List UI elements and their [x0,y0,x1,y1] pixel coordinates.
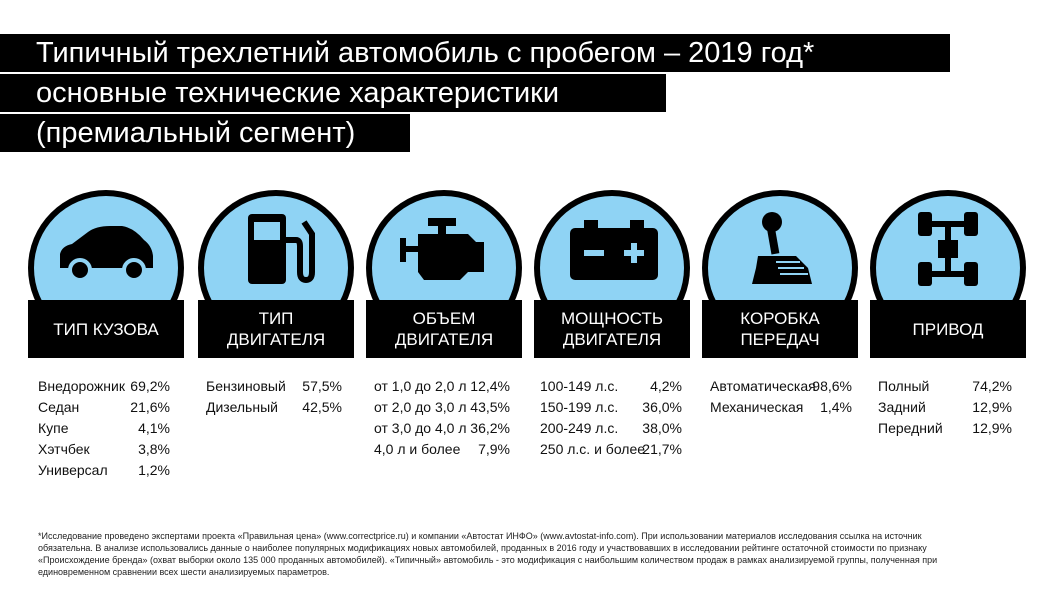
table-row: Купе 4,1% [38,418,170,439]
table-row: Автоматическая 98,6% [710,376,852,397]
row-value: 36,0% [642,399,682,415]
row-name: Бензиновый [206,378,286,394]
row-value: 36,2% [470,420,510,436]
row-name: Внедорожник [38,378,125,394]
row-name: Задний [878,399,926,415]
table-row: 250 л.с. и более 21,7% [540,439,682,460]
drivetrain-icon [918,212,978,286]
card-engine-type: ТИП ДВИГАТЕЛЯ [198,190,354,368]
table-row: Универсал 1,2% [38,460,170,481]
row-value: 1,2% [138,462,170,478]
gear-shift-icon [752,212,812,284]
title-line-2: основные технические характеристики [0,74,666,112]
row-value: 42,5% [302,399,342,415]
card-engine-volume: ОБЪЕМ ДВИГАТЕЛЯ [366,190,522,368]
battery-icon [570,220,658,280]
table-row: Дизельный 42,5% [206,397,342,418]
rows-body-type: Внедорожник 69,2% Седан 21,6% Купе 4,1% Хэт… [38,376,170,481]
row-name: Дизельный [206,399,278,415]
row-value: 12,4% [470,378,510,394]
footnote: *Исследование проведено экспертами проек… [38,531,938,577]
row-value: 7,9% [478,441,510,457]
row-value: 12,9% [972,399,1012,415]
fuel-pump-icon [248,214,315,284]
row-name: 150-199 л.с. [540,399,619,415]
row-value: 69,2% [130,378,170,394]
table-row: Полный 74,2% [878,376,1012,397]
card-gearbox: КОРОБКА ПЕРЕДАЧ [702,190,858,368]
card-engine-power: МОЩНОСТЬ ДВИГАТЕЛЯ [534,190,690,368]
table-row: Передний 12,9% [878,418,1012,439]
row-value: 38,0% [642,420,682,436]
table-row: Задний 12,9% [878,397,1012,418]
row-name: 100-149 л.с. [540,378,619,394]
category-label: ПРИВОД [870,300,1026,358]
row-value: 21,6% [130,399,170,415]
row-name: Универсал [38,462,108,478]
table-row: 200-249 л.с. 38,0% [540,418,682,439]
row-name: Передний [878,420,943,436]
row-name: Купе [38,420,69,436]
table-row: Механическая 1,4% [710,397,852,418]
table-row: 100-149 л.с. 4,2% [540,376,682,397]
table-row: от 3,0 до 4,0 л 36,2% [374,418,510,439]
row-value: 98,6% [812,378,852,394]
row-name: 250 л.с. и более [540,441,646,457]
row-name: Полный [878,378,930,394]
row-value: 3,8% [138,441,170,457]
rows-gearbox: Автоматическая 98,6% Механическая 1,4% [710,376,852,418]
car-icon [60,226,153,282]
row-value: 12,9% [972,420,1012,436]
row-name: от 1,0 до 2,0 л [374,378,467,394]
rows-drivetrain: Полный 74,2% Задний 12,9% Передний 12,9% [878,376,1012,439]
title-line-1: Типичный трехлетний автомобиль с пробего… [0,34,950,72]
row-value: 43,5% [470,399,510,415]
row-name: Механическая [710,399,804,415]
engine-icon [400,218,484,280]
card-body-type: ТИП КУЗОВА [28,190,184,368]
row-value: 4,1% [138,420,170,436]
rows-engine-type: Бензиновый 57,5% Дизельный 42,5% [206,376,342,418]
table-row: Хэтчбек 3,8% [38,439,170,460]
table-row: 4,0 л и более 7,9% [374,439,510,460]
row-value: 21,7% [642,441,682,457]
row-name: 200-249 л.с. [540,420,619,436]
title-line-3: (премиальный сегмент) [0,114,410,152]
row-value: 74,2% [972,378,1012,394]
row-name: от 2,0 до 3,0 л [374,399,467,415]
table-row: от 2,0 до 3,0 л 43,5% [374,397,510,418]
category-label: МОЩНОСТЬ ДВИГАТЕЛЯ [534,300,690,358]
table-row: Седан 21,6% [38,397,170,418]
row-value: 1,4% [820,399,852,415]
category-label: ОБЪЕМ ДВИГАТЕЛЯ [366,300,522,358]
card-drivetrain: ПРИВОД [870,190,1026,368]
row-name: Автоматическая [710,378,816,394]
row-value: 57,5% [302,378,342,394]
table-row: Бензиновый 57,5% [206,376,342,397]
row-name: 4,0 л и более [374,441,461,457]
category-label: КОРОБКА ПЕРЕДАЧ [702,300,858,358]
row-name: от 3,0 до 4,0 л [374,420,467,436]
row-value: 4,2% [650,378,682,394]
table-row: 150-199 л.с. 36,0% [540,397,682,418]
table-row: Внедорожник 69,2% [38,376,170,397]
row-name: Седан [38,399,80,415]
category-label: ТИП ДВИГАТЕЛЯ [198,300,354,358]
row-name: Хэтчбек [38,441,90,457]
table-row: от 1,0 до 2,0 л 12,4% [374,376,510,397]
rows-engine-power: 100-149 л.с. 4,2% 150-199 л.с. 36,0% 200-2… [540,376,682,460]
category-label: ТИП КУЗОВА [28,300,184,358]
rows-engine-volume: от 1,0 до 2,0 л 12,4% от 2,0 до 3,0 л 43,5… [374,376,510,460]
